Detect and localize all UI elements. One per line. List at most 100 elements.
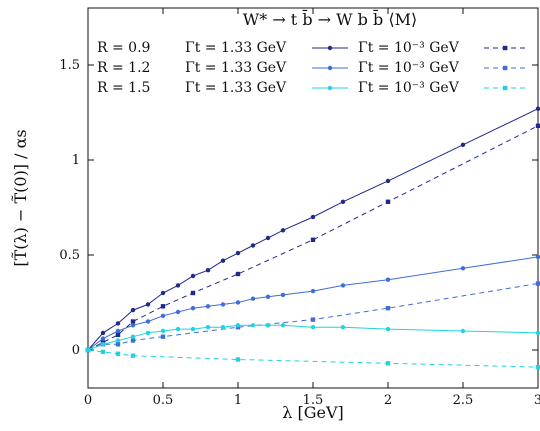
data-point — [160, 304, 166, 309]
data-point — [160, 328, 166, 334]
y-tick-label: 1.5 — [59, 58, 80, 73]
data-point — [190, 273, 196, 279]
data-point — [130, 338, 136, 343]
data-point — [535, 123, 540, 128]
data-point — [190, 326, 196, 332]
data-point — [385, 361, 391, 366]
legend-marker-square — [503, 65, 508, 71]
series-line — [87, 283, 539, 351]
legend-r-label: R = 1.2 — [97, 60, 150, 76]
legend-marker-circle — [327, 85, 333, 91]
data-point — [175, 283, 181, 288]
data-point — [130, 319, 136, 324]
data-point — [175, 309, 181, 315]
data-point — [340, 199, 346, 204]
data-point — [100, 330, 106, 336]
legend-gamma2-label: Γt = 10⁻³ GeV — [358, 60, 460, 76]
data-point — [235, 250, 241, 256]
x-tick-label: 2 — [384, 393, 392, 408]
data-point — [385, 326, 391, 332]
data-point — [385, 178, 391, 184]
series-line — [87, 108, 539, 351]
data-point — [160, 334, 166, 339]
data-point — [235, 271, 241, 277]
x-axis-label: λ [GeV] — [282, 403, 344, 422]
data-point — [220, 302, 226, 307]
x-tick-label: 2.5 — [453, 393, 474, 408]
legend-gamma-label: Γt = 1.33 GeV — [185, 40, 287, 56]
x-tick-label: 0.5 — [153, 393, 174, 408]
data-point — [310, 325, 316, 330]
data-point — [340, 283, 346, 288]
data-point — [85, 347, 91, 353]
y-tick-label: 0 — [72, 343, 80, 358]
data-point — [535, 106, 540, 111]
data-point — [385, 277, 391, 282]
data-point — [535, 330, 540, 336]
data-point — [115, 321, 121, 326]
data-point — [145, 330, 151, 336]
data-point — [205, 268, 211, 273]
data-point — [100, 342, 106, 347]
data-point — [265, 235, 271, 241]
legend-marker-circle — [327, 45, 333, 51]
chart-title: W* → t b̄ → W b b̄ ⟨M⟩ — [243, 8, 417, 29]
x-tick-label: 1 — [234, 393, 242, 408]
data-point — [460, 328, 466, 334]
series-line — [87, 256, 539, 351]
data-point — [160, 313, 166, 318]
x-tick-label: 1.5 — [303, 393, 324, 408]
data-point — [190, 290, 196, 296]
data-point — [280, 228, 286, 233]
data-point — [385, 306, 391, 311]
data-point — [220, 258, 226, 263]
data-point — [130, 353, 136, 358]
data-point — [115, 332, 121, 337]
data-point — [460, 142, 466, 147]
data-point — [340, 325, 346, 330]
data-point — [265, 294, 271, 299]
data-point — [100, 349, 106, 355]
data-point — [385, 199, 391, 204]
series-layer — [85, 106, 540, 370]
data-point — [460, 266, 466, 271]
data-point — [145, 302, 151, 307]
data-point — [310, 288, 316, 294]
data-point — [235, 323, 241, 328]
data-point — [220, 325, 226, 330]
legend-r-label: R = 1.5 — [97, 80, 150, 96]
data-point — [310, 317, 316, 322]
data-point — [250, 243, 256, 248]
data-point — [100, 336, 106, 341]
data-point — [265, 323, 271, 328]
data-point — [535, 254, 540, 260]
data-point — [130, 307, 136, 313]
data-point — [145, 319, 151, 324]
data-point — [310, 214, 316, 220]
legend-r-label: R = 0.9 — [97, 40, 150, 56]
data-point — [130, 334, 136, 339]
data-point — [160, 290, 166, 296]
x-tick-label: 0 — [84, 393, 92, 408]
data-point — [280, 292, 286, 298]
data-point — [280, 323, 286, 328]
data-point — [190, 306, 196, 311]
data-point — [310, 237, 316, 242]
y-axis-label: [T̃(λ) − T̃(0)] / αs — [11, 129, 30, 266]
legend-gamma-label: Γt = 1.33 GeV — [185, 60, 287, 76]
data-point — [130, 323, 136, 328]
legend-gamma2-label: Γt = 10⁻³ GeV — [358, 80, 460, 96]
data-point — [535, 281, 540, 286]
y-tick-label: 0.5 — [59, 248, 80, 263]
data-point — [205, 304, 211, 309]
x-tick-label: 3 — [534, 393, 540, 408]
data-point — [235, 357, 241, 362]
data-point — [115, 342, 121, 347]
data-point — [115, 351, 121, 356]
legend-marker-circle — [327, 65, 333, 71]
y-tick-label: 1 — [72, 153, 80, 168]
data-point — [250, 296, 256, 301]
series-line — [87, 125, 539, 351]
data-point — [175, 326, 181, 332]
